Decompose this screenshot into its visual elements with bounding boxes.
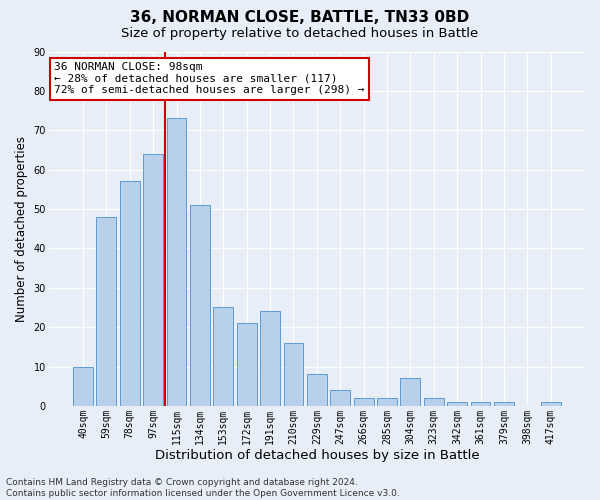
Bar [143,154,163,406]
Bar [190,205,210,406]
Bar [307,374,327,406]
Text: Size of property relative to detached houses in Battle: Size of property relative to detached ho… [121,28,479,40]
Bar [424,398,444,406]
Bar [447,402,467,406]
Bar [73,366,93,406]
Bar [330,390,350,406]
Bar [400,378,421,406]
X-axis label: Distribution of detached houses by size in Battle: Distribution of detached houses by size … [155,450,479,462]
Bar [284,343,304,406]
Bar [494,402,514,406]
Bar [470,402,490,406]
Bar [260,312,280,406]
Bar [97,217,116,406]
Bar [353,398,374,406]
Bar [377,398,397,406]
Y-axis label: Number of detached properties: Number of detached properties [15,136,28,322]
Text: Contains HM Land Registry data © Crown copyright and database right 2024.
Contai: Contains HM Land Registry data © Crown c… [6,478,400,498]
Bar [167,118,187,406]
Bar [237,323,257,406]
Text: 36, NORMAN CLOSE, BATTLE, TN33 0BD: 36, NORMAN CLOSE, BATTLE, TN33 0BD [130,10,470,25]
Bar [214,308,233,406]
Text: 36 NORMAN CLOSE: 98sqm
← 28% of detached houses are smaller (117)
72% of semi-de: 36 NORMAN CLOSE: 98sqm ← 28% of detached… [54,62,365,96]
Bar [541,402,560,406]
Bar [120,182,140,406]
